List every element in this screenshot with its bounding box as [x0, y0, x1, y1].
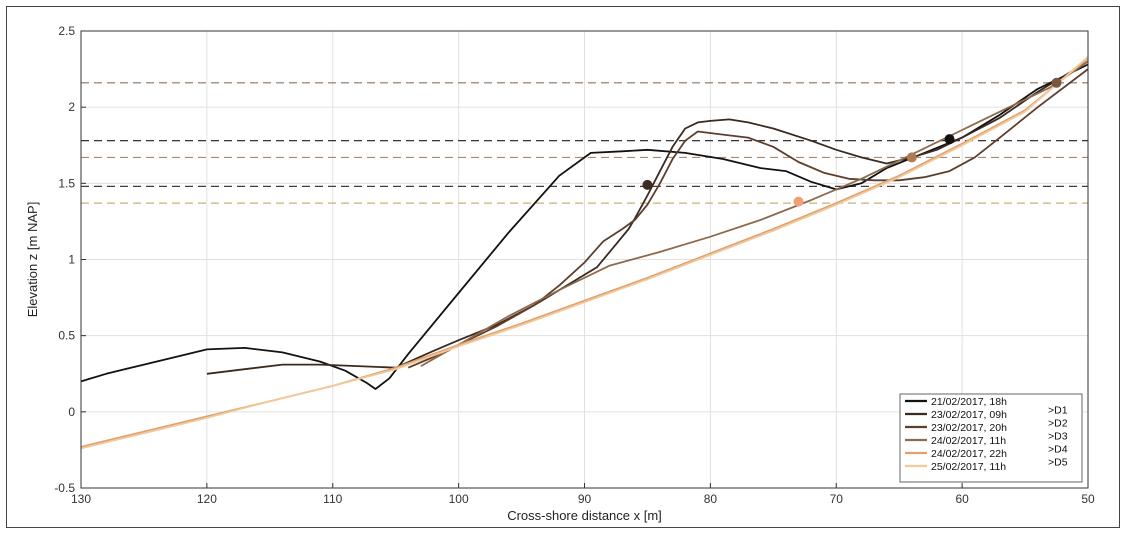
y-tick-label: 2 — [68, 100, 75, 114]
legend-label: 23/02/2017, 20h — [931, 422, 1007, 434]
legend-bracket-label: >D4 — [1048, 444, 1068, 456]
x-tick-label: 90 — [578, 492, 592, 506]
legend-bracket-label: >D1 — [1048, 405, 1068, 417]
legend-label: 25/02/2017, 11h — [931, 461, 1006, 473]
x-axis-ticks: 130 120 110 100 90 80 70 60 50 — [71, 483, 1095, 506]
level-marker-5 — [793, 196, 804, 207]
reference-levels — [81, 82, 1088, 204]
y-tick-label: -0.5 — [54, 481, 75, 495]
y-tick-label: 2.5 — [58, 24, 75, 38]
x-tick-label: 70 — [830, 492, 844, 506]
series-line-2 — [206, 60, 1089, 375]
figure-frame: 130 120 110 100 90 80 70 60 50 -0.5 0 0.5 1 1.5 2 2.5 … — [6, 6, 1120, 528]
legend-bracket-label: >D5 — [1048, 457, 1068, 469]
x-tick-label: 120 — [197, 492, 217, 506]
legend-bracket-label: >D3 — [1048, 431, 1068, 443]
legend-label: 24/02/2017, 22h — [931, 448, 1007, 460]
x-tick-label: 80 — [704, 492, 718, 506]
y-tick-label: 1 — [68, 253, 75, 267]
x-tick-label: 110 — [323, 492, 342, 506]
y-axis-label: Elevation z [m NAP] — [25, 202, 40, 318]
legend-label: 21/02/2017, 18h — [931, 396, 1007, 408]
x-axis-label: Cross-shore distance x [m] — [507, 508, 662, 523]
x-tick-label: 100 — [449, 492, 469, 506]
y-tick-label: 1.5 — [58, 176, 75, 190]
x-tick-label: 60 — [955, 492, 969, 506]
level-marker-2 — [944, 134, 955, 145]
legend-label: 24/02/2017, 11h — [931, 435, 1006, 447]
y-tick-label: 0.5 — [58, 329, 75, 343]
level-markers — [642, 77, 1062, 207]
legend-bracket-label: >D2 — [1048, 418, 1068, 430]
series-lines — [80, 56, 1089, 450]
level-marker-1 — [642, 179, 653, 190]
series-line-1 — [80, 63, 1089, 390]
y-axis-ticks: -0.5 0 0.5 1 1.5 2 2.5 — [54, 24, 86, 495]
legend-label: 23/02/2017, 09h — [931, 409, 1007, 421]
series-line-3 — [407, 68, 1089, 369]
series-line-4 — [420, 60, 1089, 367]
x-tick-label: 50 — [1081, 492, 1095, 506]
series-line-6 — [80, 56, 1089, 450]
cross-shore-profile-chart: 130 120 110 100 90 80 70 60 50 -0.500.511.522.5 … — [25, 24, 1095, 523]
legend-box — [899, 393, 1083, 483]
level-marker-3 — [906, 152, 917, 163]
x-tick-label: 130 — [71, 492, 91, 506]
level-marker-4 — [1051, 77, 1062, 88]
y-tick-label: 0 — [68, 405, 75, 419]
